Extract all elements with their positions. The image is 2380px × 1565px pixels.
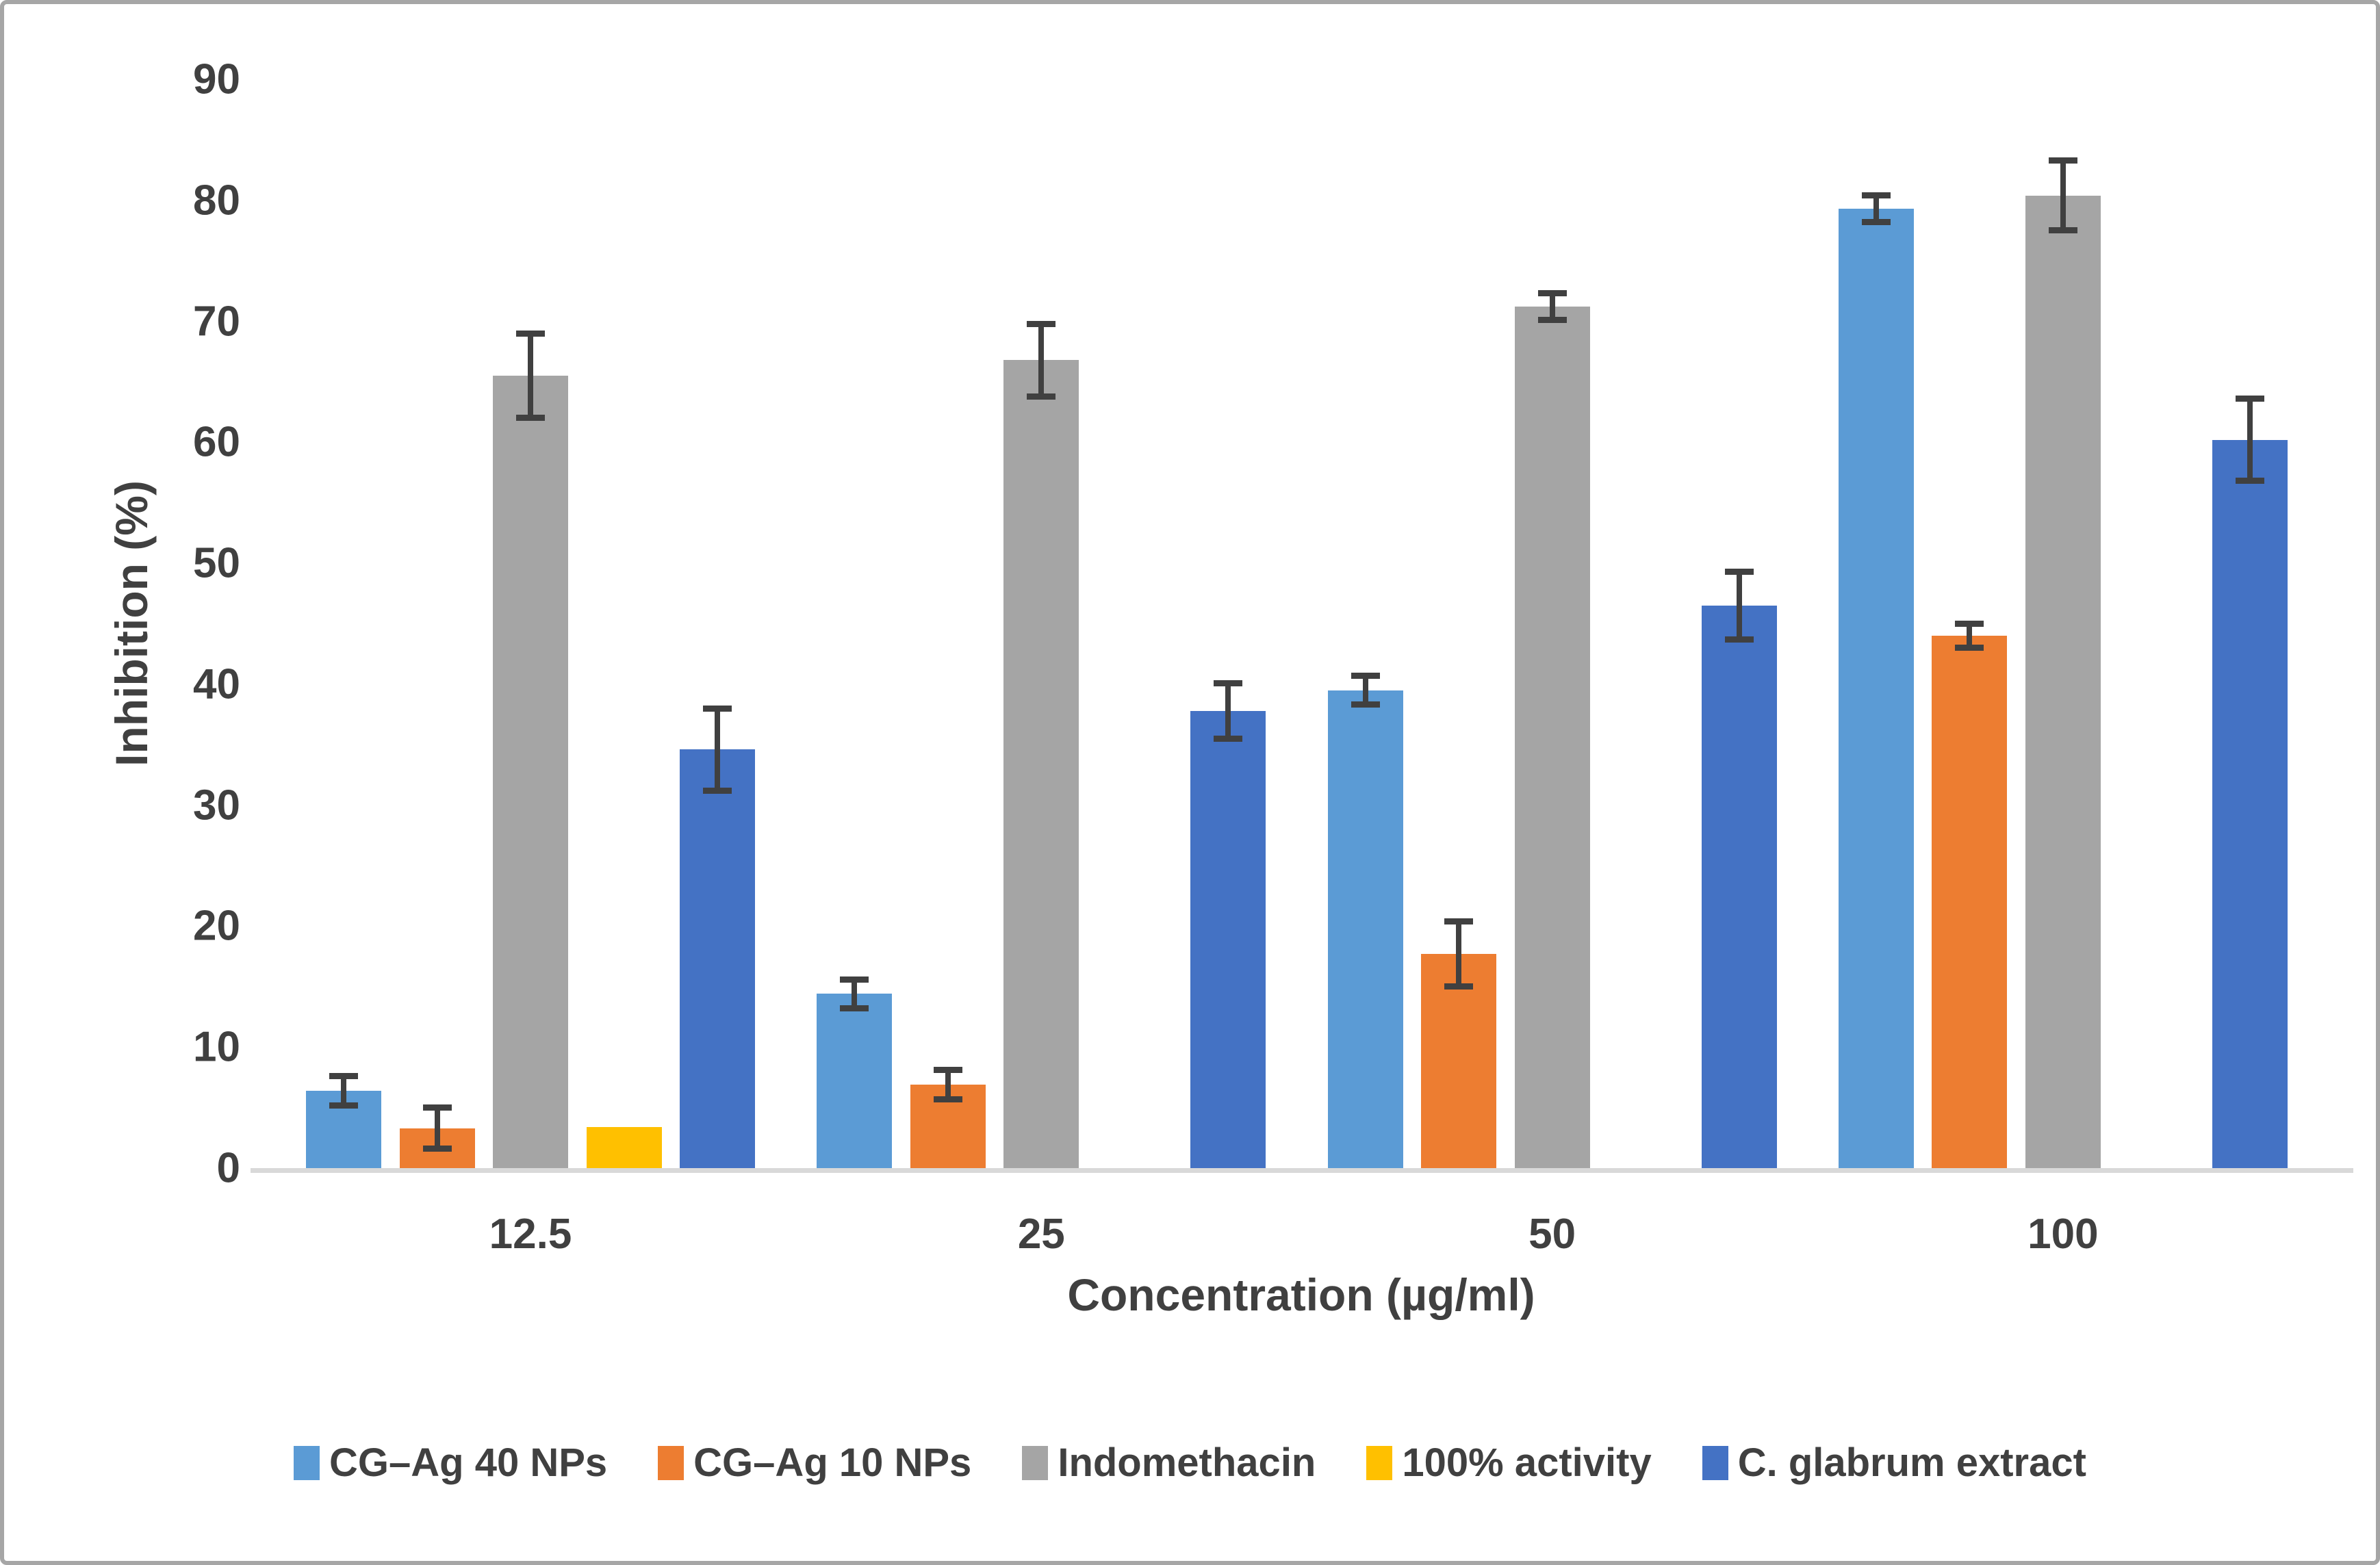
legend-item-3: Indomethacin — [1022, 1440, 1316, 1486]
x-tick-label: 12.5 — [489, 1211, 572, 1258]
x-tick-label: 25 — [1017, 1211, 1065, 1258]
error-bar-cap — [703, 705, 732, 712]
legend-swatch — [1022, 1445, 1049, 1480]
bar-series1-100 — [1838, 209, 1914, 1168]
error-bar — [1873, 195, 1879, 222]
error-bar-cap — [703, 787, 732, 794]
x-axis-line — [251, 1168, 2353, 1173]
y-tick-label: 40 — [193, 660, 240, 708]
error-bar-cap — [2235, 478, 2264, 484]
bar-series1-25 — [817, 994, 893, 1168]
error-bar — [852, 979, 858, 1009]
error-bar-cap — [1351, 701, 1380, 708]
x-tick-label: 100 — [2027, 1211, 2099, 1258]
error-bar-cap — [933, 1096, 962, 1102]
error-bar-cap — [516, 415, 545, 422]
bar-series3-50 — [1514, 307, 1590, 1168]
error-bar-cap — [1861, 219, 1891, 226]
error-bar-cap — [933, 1067, 962, 1074]
bar-series5-50 — [1701, 605, 1777, 1168]
error-bar-cap — [1214, 680, 1243, 686]
error-bar-cap — [1027, 393, 1056, 400]
error-bar-cap — [840, 1005, 869, 1012]
error-bar-cap — [1214, 735, 1243, 742]
bar-series5-12.5 — [680, 749, 755, 1168]
y-tick-label: 90 — [193, 55, 240, 103]
bar-series3-100 — [2025, 195, 2101, 1168]
error-bar — [434, 1107, 440, 1149]
x-axis-title: Concentration (µg/ml) — [1067, 1269, 1535, 1320]
bar-series1-50 — [1327, 690, 1403, 1168]
legend-swatch — [1702, 1445, 1728, 1480]
bar-series2-100 — [1932, 636, 2008, 1168]
error-bar-cap — [1351, 673, 1380, 679]
error-bar — [1967, 623, 1973, 648]
error-bar-cap — [329, 1073, 358, 1080]
legend-item-1: CG–Ag 40 NPs — [294, 1440, 607, 1486]
error-bar-cap — [422, 1146, 452, 1152]
error-bar-cap — [2048, 157, 2077, 164]
error-bar-cap — [1955, 645, 1984, 651]
error-bar — [945, 1070, 951, 1100]
legend-label: 100% activity — [1402, 1440, 1652, 1485]
y-tick-label: 50 — [193, 539, 240, 587]
error-bar-cap — [1537, 290, 1567, 297]
error-bar-cap — [840, 976, 869, 983]
x-tick-label: 50 — [1528, 1211, 1576, 1258]
error-bar — [1736, 571, 1742, 640]
y-tick-label: 30 — [193, 781, 240, 829]
legend-swatch — [294, 1445, 320, 1480]
y-tick-label: 70 — [193, 298, 240, 346]
error-bar — [1038, 324, 1045, 397]
legend-label: C. glabrum extract — [1737, 1440, 2086, 1485]
error-bar-cap — [1724, 568, 1754, 575]
error-bar-cap — [329, 1102, 358, 1109]
error-bar — [1456, 921, 1462, 987]
error-bar — [715, 708, 720, 791]
error-bar-cap — [2048, 227, 2077, 234]
error-bar-cap — [1537, 317, 1567, 324]
legend-swatch — [658, 1445, 684, 1480]
error-bar-cap — [516, 330, 545, 337]
y-tick-label: 80 — [193, 177, 240, 224]
error-bar-cap — [1861, 192, 1891, 199]
bar-series5-25 — [1190, 710, 1266, 1168]
error-bar — [1362, 675, 1368, 705]
legend-item-5: C. glabrum extract — [1702, 1440, 2086, 1486]
error-bar-cap — [1724, 636, 1754, 643]
error-bar-cap — [1027, 320, 1056, 327]
bar-series3-25 — [1003, 360, 1079, 1168]
bar-series5-100 — [2212, 439, 2288, 1168]
legend-item-4: 100% activity — [1366, 1440, 1652, 1486]
error-bar-cap — [1955, 620, 1984, 627]
error-bar-cap — [1444, 918, 1474, 924]
bar-series4-12.5 — [586, 1126, 662, 1168]
error-bar — [528, 333, 533, 418]
legend-label: CG–Ag 40 NPs — [329, 1440, 608, 1485]
error-bar — [2247, 398, 2253, 481]
y-tick-label: 0 — [216, 1144, 240, 1192]
legend-swatch — [1366, 1445, 1393, 1480]
y-tick-label: 10 — [193, 1023, 240, 1071]
y-axis-title: Inhibition (%) — [106, 480, 157, 766]
legend-item-2: CG–Ag 10 NPs — [658, 1440, 971, 1486]
legend-label: Indomethacin — [1058, 1440, 1316, 1485]
bar-series3-12.5 — [493, 376, 568, 1168]
error-bar-cap — [1444, 983, 1474, 990]
error-bar — [2060, 160, 2066, 231]
y-tick-label: 20 — [193, 902, 240, 950]
error-bar — [1549, 293, 1555, 320]
y-tick-label: 60 — [193, 418, 240, 466]
error-bar — [341, 1076, 346, 1106]
plot-area: Inhibition (%) Concentration (µg/ml) CG–… — [4, 4, 2376, 1561]
legend-label: CG–Ag 10 NPs — [693, 1440, 972, 1485]
error-bar-cap — [422, 1104, 452, 1111]
error-bar — [1225, 683, 1231, 739]
chart-legend: CG–Ag 40 NPs CG–Ag 10 NPs Indomethacin 100%… — [4, 1440, 2376, 1486]
error-bar-cap — [2235, 396, 2264, 402]
